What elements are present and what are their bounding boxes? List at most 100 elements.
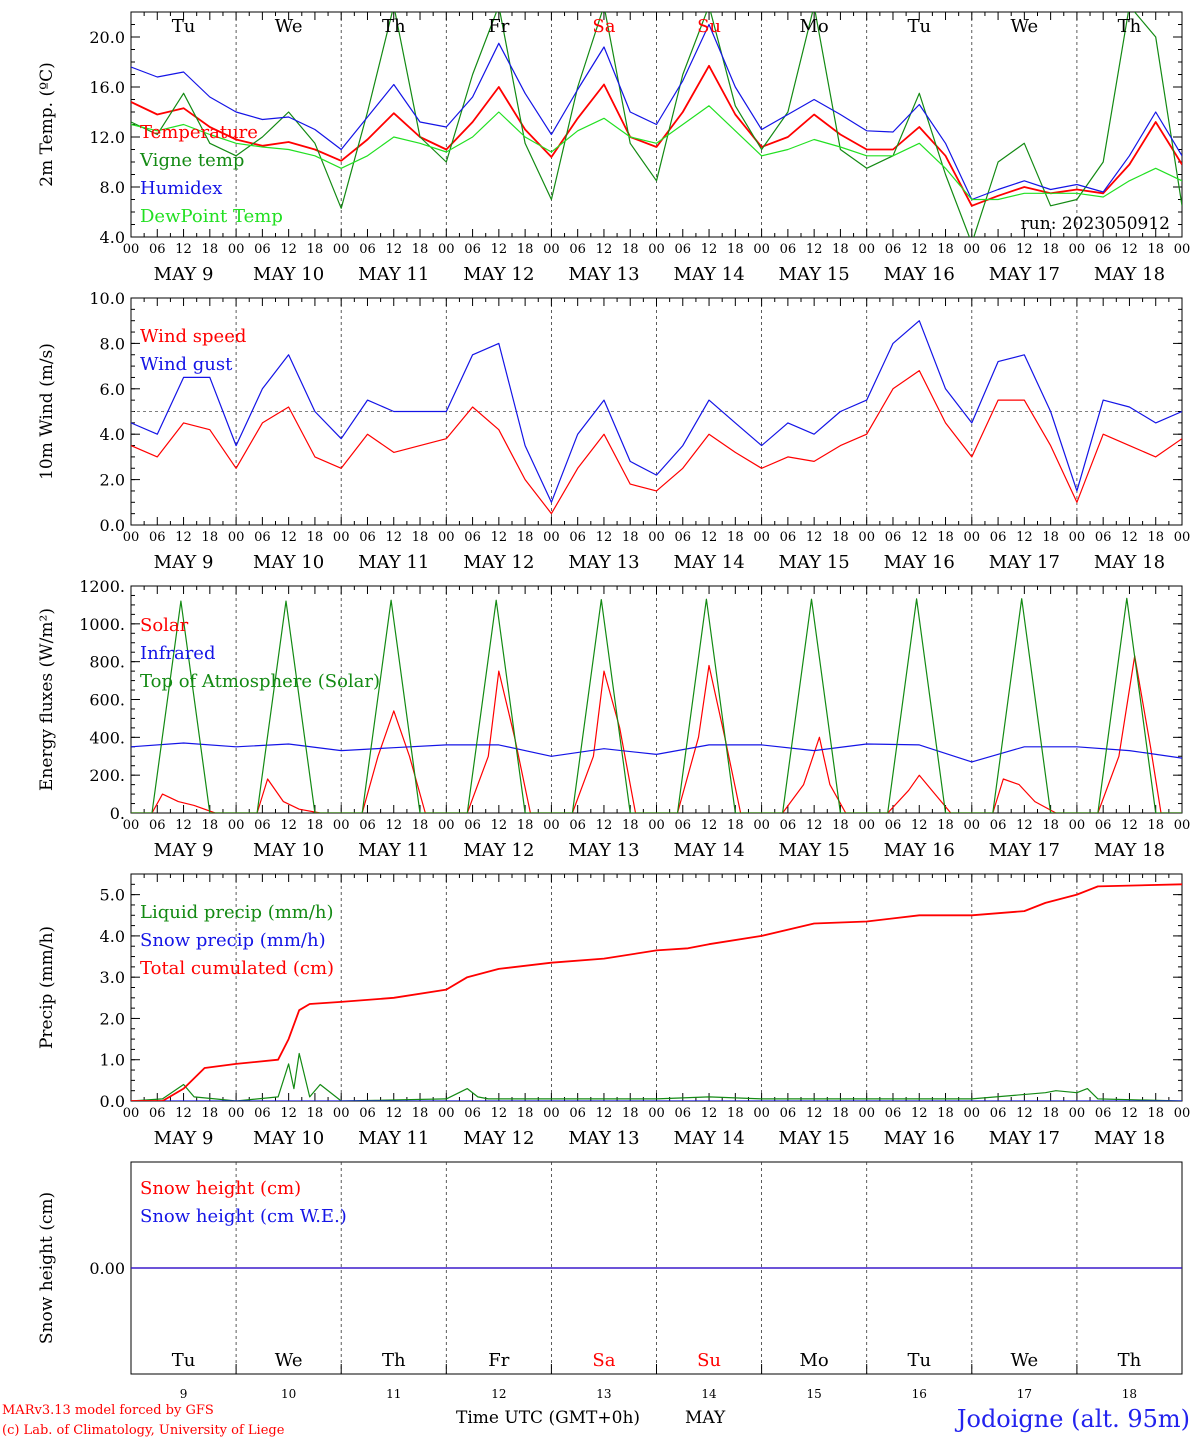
weekday-label: Sa [592, 16, 615, 37]
date-label: MAY 15 [779, 264, 850, 285]
hour-tick-label: 18 [937, 242, 954, 257]
hour-tick-label: 12 [491, 530, 508, 545]
date-label: MAY 17 [989, 840, 1060, 861]
y-tick-label: 3.0 [100, 968, 125, 987]
y-tick-label: 10.0 [89, 289, 125, 308]
hour-tick-label: 18 [937, 530, 954, 545]
legend-entry: Liquid precip (mm/h) [140, 902, 334, 923]
hour-tick-label: 18 [622, 818, 639, 833]
y-axis-title: Precip (mm/h) [37, 926, 57, 1049]
date-label: MAY 18 [1094, 840, 1165, 861]
y-tick-label: 6.0 [100, 380, 125, 399]
date-label: MAY 12 [463, 552, 534, 573]
legend-entry: Humidex [140, 178, 222, 199]
hour-tick-label: 12 [491, 1106, 508, 1121]
month-label: MAY [685, 1408, 726, 1428]
date-label: MAY 11 [358, 840, 429, 861]
hour-tick-label: 18 [307, 1106, 324, 1121]
weekday-label: We [1011, 1350, 1039, 1371]
date-label: MAY 9 [154, 1128, 214, 1149]
hour-tick-label: 06 [1095, 530, 1112, 545]
hour-tick-label: 18 [622, 242, 639, 257]
hour-tick-label: 06 [359, 818, 376, 833]
hour-tick-label: 00 [123, 530, 140, 545]
legend-entry: Wind speed [140, 326, 246, 347]
series-line-2 [131, 742, 1182, 763]
hour-tick-label: 18 [832, 242, 849, 257]
hour-tick-label: 06 [569, 1106, 586, 1121]
hour-tick-label: 12 [701, 1106, 718, 1121]
hour-tick-label: 00 [753, 530, 770, 545]
series-line-3 [131, 23, 1182, 201]
day-number-label: 11 [386, 1387, 401, 1401]
date-label: MAY 16 [884, 264, 955, 285]
hour-tick-label: 00 [228, 530, 245, 545]
hour-tick-label: 18 [412, 818, 429, 833]
hour-tick-label: 18 [412, 1106, 429, 1121]
series-line-3 [131, 597, 1182, 813]
legend-entry: Vigne temp [139, 150, 244, 171]
hour-tick-label: 12 [175, 530, 192, 545]
hour-tick-label: 00 [333, 530, 350, 545]
series-line-4 [131, 105, 1182, 201]
hour-tick-label: 12 [1121, 242, 1138, 257]
hour-tick-label: 18 [202, 530, 219, 545]
hour-tick-label: 00 [1069, 818, 1086, 833]
hour-tick-label: 06 [990, 1106, 1007, 1121]
hour-tick-label: 06 [990, 242, 1007, 257]
hour-tick-label: 12 [806, 530, 823, 545]
date-label: MAY 11 [358, 1128, 429, 1149]
legend-entry: Snow height (cm W.E.) [140, 1206, 347, 1227]
hour-tick-label: 00 [1069, 530, 1086, 545]
hour-tick-label: 06 [149, 530, 166, 545]
y-tick-label: 8.0 [100, 334, 125, 353]
day-number-label: 14 [701, 1387, 717, 1401]
date-label: MAY 13 [568, 552, 639, 573]
y-axis-title: Snow height (cm) [37, 1192, 57, 1344]
hour-tick-label: 18 [202, 818, 219, 833]
series-group [131, 320, 1182, 515]
date-label: MAY 18 [1094, 552, 1165, 573]
hour-tick-label: 00 [858, 1106, 875, 1121]
hour-tick-label: 18 [937, 1106, 954, 1121]
date-label: MAY 17 [989, 1128, 1060, 1149]
date-label: MAY 15 [779, 840, 850, 861]
series-line-1 [131, 655, 1182, 813]
hour-tick-label: 00 [648, 530, 665, 545]
legend-entry: DewPoint Temp [140, 206, 283, 227]
day-number-label: 12 [491, 1387, 506, 1401]
hour-tick-label: 12 [911, 818, 928, 833]
series-group [131, 597, 1182, 813]
hour-tick-label: 06 [780, 242, 797, 257]
date-label: MAY 12 [463, 1128, 534, 1149]
hour-tick-label: 18 [1147, 818, 1164, 833]
hour-tick-label: 06 [780, 530, 797, 545]
hour-tick-label: 00 [1174, 1106, 1191, 1121]
hour-tick-label: 00 [753, 242, 770, 257]
day-number-label: 15 [807, 1387, 822, 1401]
hour-tick-label: 06 [464, 818, 481, 833]
hour-tick-label: 06 [359, 242, 376, 257]
hour-tick-label: 18 [1147, 530, 1164, 545]
hour-tick-label: 06 [675, 530, 692, 545]
date-label: MAY 13 [568, 264, 639, 285]
date-label: MAY 10 [253, 552, 324, 573]
date-label: MAY 15 [779, 1128, 850, 1149]
chart-panel-3: 0. 200. 400. 600. 800. 1000. 1200. Energy fluxe… [37, 577, 1190, 861]
hour-tick-label: 12 [175, 242, 192, 257]
date-label: MAY 14 [673, 264, 744, 285]
model-credit: MARv3.13 model forced by GFS [2, 1403, 214, 1418]
hour-tick-label: 12 [911, 1106, 928, 1121]
hour-tick-label: 00 [438, 1106, 455, 1121]
hour-tick-label: 06 [885, 818, 902, 833]
weekday-label: Tu [172, 1350, 196, 1371]
hour-tick-label: 12 [701, 530, 718, 545]
y-axis-title: Energy fluxes (W/m²) [37, 608, 57, 791]
hour-tick-label: 00 [1174, 242, 1191, 257]
hour-tick-label: 00 [1174, 818, 1191, 833]
hour-tick-label: 12 [806, 1106, 823, 1121]
hour-tick-label: 06 [1095, 1106, 1112, 1121]
weekday-label: We [275, 1350, 303, 1371]
hour-tick-label: 18 [412, 242, 429, 257]
y-tick-label: 600. [89, 691, 125, 710]
